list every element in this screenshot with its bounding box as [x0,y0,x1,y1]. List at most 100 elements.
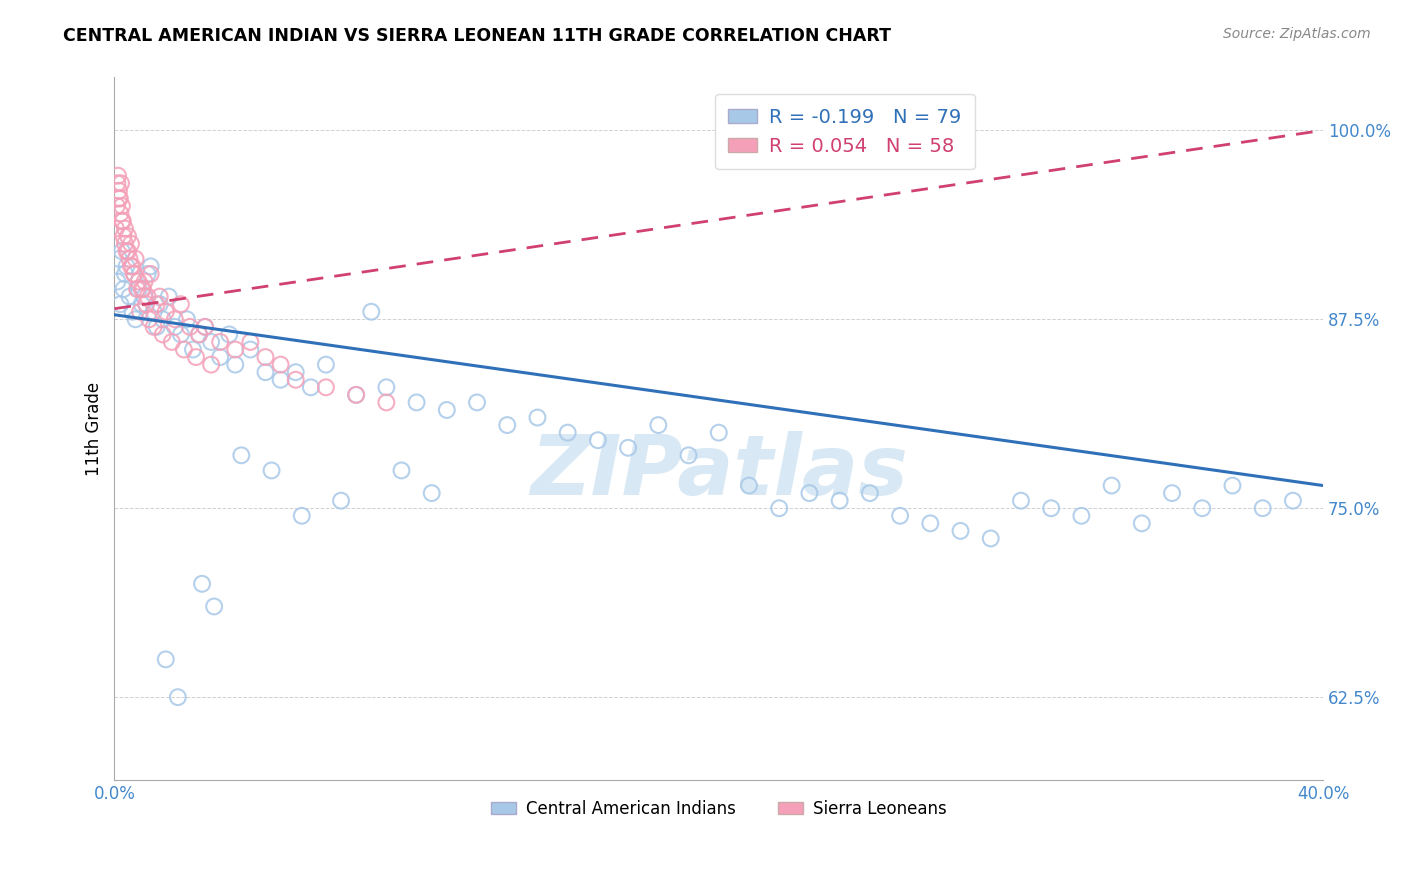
Point [707,425,730,440]
Point [163,319,186,334]
Point [152,327,174,342]
Point [136,267,159,281]
Point [131,297,153,311]
Point [1222,478,1244,492]
Text: Source: ZipAtlas.com: Source: ZipAtlas.com [1223,27,1371,41]
Point [202,599,225,614]
Point [859,486,882,500]
Text: ZIPatlas: ZIPatlas [530,431,908,511]
Point [124,312,146,326]
Point [135,297,157,311]
Point [120,236,142,251]
Point [134,290,156,304]
Y-axis label: 11th Grade: 11th Grade [86,382,103,476]
Point [117,229,139,244]
Point [391,463,413,477]
Point [299,380,322,394]
Point [179,319,201,334]
Point [110,176,132,190]
Point [465,395,488,409]
Point [184,350,207,364]
Point [107,176,129,190]
Point [145,297,167,311]
Point [176,312,198,326]
Point [1010,493,1032,508]
Point [330,493,353,508]
Point [104,221,127,235]
Point [115,244,138,259]
Point [980,532,1002,546]
Point [239,343,262,357]
Point [239,334,262,349]
Point [678,448,700,462]
Point [1161,486,1184,500]
Point [111,214,134,228]
Point [260,463,283,477]
Point [218,327,240,342]
Point [224,343,246,357]
Point [617,441,640,455]
Point [291,508,314,523]
Point [118,252,141,266]
Point [111,199,134,213]
Point [315,358,337,372]
Point [129,304,152,318]
Point [344,388,367,402]
Point [420,486,443,500]
Point [284,365,307,379]
Point [115,260,138,274]
Point [949,524,972,538]
Point [128,282,150,296]
Point [170,327,193,342]
Point [828,493,851,508]
Point [122,267,145,281]
Point [117,244,139,259]
Point [121,260,143,274]
Point [526,410,548,425]
Point [586,434,609,448]
Point [110,206,132,220]
Point [139,260,162,274]
Point [405,395,427,409]
Point [209,334,232,349]
Point [114,236,136,251]
Point [188,327,211,342]
Point [194,319,217,334]
Point [496,418,519,433]
Point [114,221,136,235]
Point [142,304,165,318]
Point [114,267,136,281]
Point [107,275,129,289]
Point [200,334,222,349]
Point [375,380,398,394]
Point [254,350,277,364]
Point [768,501,790,516]
Point [139,267,162,281]
Point [131,282,153,296]
Point [112,229,135,244]
Point [111,214,134,228]
Point [108,191,131,205]
Point [108,191,131,205]
Point [1130,516,1153,531]
Point [157,290,180,304]
Point [170,297,193,311]
Text: CENTRAL AMERICAN INDIAN VS SIERRA LEONEAN 11TH GRADE CORRELATION CHART: CENTRAL AMERICAN INDIAN VS SIERRA LEONEA… [63,27,891,45]
Point [110,297,132,311]
Point [105,199,128,213]
Point [200,358,222,372]
Point [145,319,167,334]
Point [134,275,156,289]
Point [920,516,942,531]
Point [173,343,195,357]
Point [122,267,145,281]
Point [111,244,134,259]
Point [360,304,382,318]
Point [120,260,142,274]
Point [284,373,307,387]
Point [149,290,172,304]
Point [1070,508,1092,523]
Point [107,169,129,183]
Point [270,373,292,387]
Point [163,312,186,326]
